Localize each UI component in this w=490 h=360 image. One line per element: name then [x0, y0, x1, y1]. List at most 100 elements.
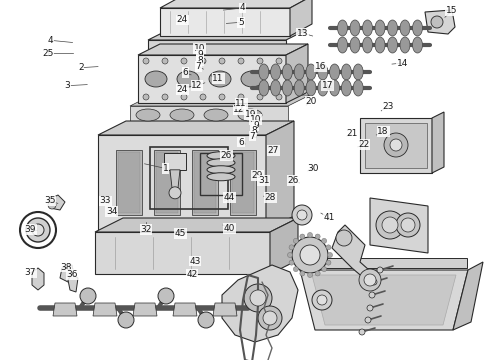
Circle shape [200, 58, 206, 64]
Text: 10: 10 [250, 115, 262, 124]
Circle shape [118, 312, 134, 328]
Polygon shape [138, 55, 286, 103]
Text: 30: 30 [307, 164, 318, 173]
Ellipse shape [241, 71, 263, 87]
Text: 11: 11 [212, 74, 224, 83]
Bar [118, 152, 140, 213]
Polygon shape [160, 0, 312, 8]
Ellipse shape [327, 252, 333, 257]
Circle shape [300, 245, 320, 265]
Polygon shape [48, 195, 65, 210]
Ellipse shape [353, 80, 363, 96]
Bar [156, 152, 178, 213]
Text: 19: 19 [245, 110, 257, 119]
Bar [194, 152, 216, 213]
Circle shape [263, 311, 277, 325]
Ellipse shape [315, 271, 320, 276]
Polygon shape [286, 44, 308, 103]
Text: 16: 16 [315, 62, 327, 71]
Circle shape [376, 211, 404, 239]
Circle shape [382, 217, 398, 233]
Circle shape [26, 218, 50, 242]
Text: 45: 45 [174, 229, 186, 238]
Circle shape [276, 58, 282, 64]
Circle shape [367, 305, 373, 311]
Ellipse shape [289, 245, 294, 250]
Circle shape [48, 201, 56, 209]
Text: 1: 1 [163, 164, 169, 173]
Polygon shape [98, 135, 266, 230]
Polygon shape [213, 303, 237, 316]
Ellipse shape [306, 80, 316, 96]
Bar [365, 123, 427, 168]
Bar [302, 258, 467, 268]
Polygon shape [32, 268, 44, 290]
Circle shape [169, 187, 181, 199]
Bar [230, 150, 256, 215]
Text: 22: 22 [358, 140, 369, 149]
Text: 26: 26 [220, 151, 232, 160]
Ellipse shape [321, 238, 327, 243]
Circle shape [371, 279, 377, 285]
Circle shape [359, 269, 381, 291]
Ellipse shape [308, 233, 313, 238]
Text: 24: 24 [177, 85, 188, 94]
Circle shape [336, 230, 352, 246]
Text: 34: 34 [106, 207, 118, 216]
Ellipse shape [145, 71, 167, 87]
Ellipse shape [326, 245, 331, 250]
Text: 6: 6 [182, 68, 188, 77]
Text: 36: 36 [67, 270, 78, 279]
Circle shape [396, 213, 420, 237]
Text: 10: 10 [194, 44, 206, 53]
Text: 14: 14 [397, 58, 409, 68]
Ellipse shape [207, 159, 235, 167]
Text: 33: 33 [99, 197, 111, 205]
Polygon shape [312, 275, 456, 325]
Ellipse shape [330, 80, 340, 96]
Polygon shape [68, 274, 78, 292]
Ellipse shape [209, 71, 231, 87]
Circle shape [384, 133, 408, 157]
Text: 42: 42 [187, 270, 197, 279]
Ellipse shape [342, 64, 351, 80]
Text: 32: 32 [140, 225, 152, 234]
Polygon shape [425, 10, 455, 34]
Circle shape [238, 94, 244, 100]
Text: 37: 37 [24, 269, 36, 277]
Text: 7: 7 [196, 62, 201, 71]
Ellipse shape [294, 80, 304, 96]
Ellipse shape [388, 20, 397, 36]
Circle shape [32, 224, 44, 236]
Ellipse shape [207, 152, 235, 160]
Polygon shape [98, 121, 294, 135]
Ellipse shape [288, 252, 293, 257]
Polygon shape [266, 121, 294, 230]
Circle shape [250, 290, 266, 306]
Bar [150, 147, 228, 209]
Polygon shape [95, 218, 298, 232]
Text: 23: 23 [382, 102, 394, 111]
Circle shape [258, 306, 282, 330]
Ellipse shape [294, 267, 298, 272]
Text: 41: 41 [323, 213, 335, 222]
Circle shape [238, 58, 244, 64]
Polygon shape [138, 44, 308, 55]
Text: 24: 24 [177, 15, 188, 24]
Ellipse shape [308, 273, 313, 278]
Polygon shape [60, 265, 74, 282]
Circle shape [364, 274, 376, 286]
Text: 18: 18 [377, 127, 389, 136]
Circle shape [143, 58, 149, 64]
Ellipse shape [318, 64, 328, 80]
Ellipse shape [294, 238, 298, 243]
Text: 40: 40 [223, 224, 235, 233]
Ellipse shape [207, 166, 235, 174]
Polygon shape [270, 218, 298, 274]
Circle shape [276, 94, 282, 100]
Text: 11: 11 [235, 99, 247, 108]
Ellipse shape [375, 37, 385, 53]
Ellipse shape [363, 37, 372, 53]
Polygon shape [370, 198, 428, 253]
Circle shape [198, 312, 214, 328]
